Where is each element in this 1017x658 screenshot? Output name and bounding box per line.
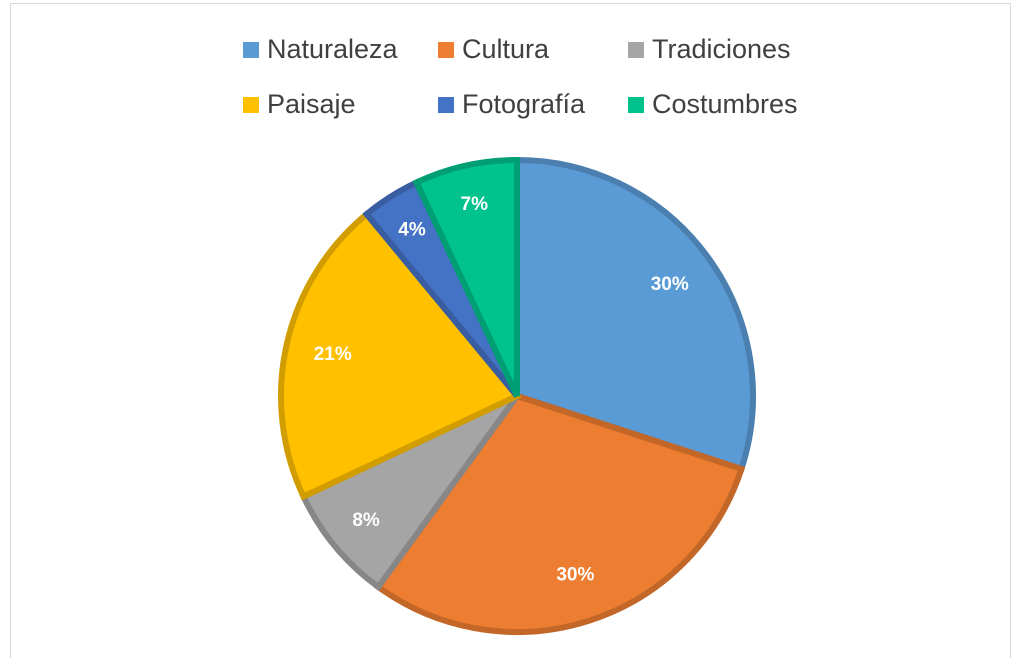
legend-label: Paisaje <box>267 89 356 119</box>
pie-slice <box>278 209 522 501</box>
data-label: 4% <box>398 220 426 241</box>
data-label: 7% <box>461 194 489 215</box>
legend-swatch <box>438 97 454 113</box>
legend-label: Tradiciones <box>652 34 791 64</box>
legend-swatch <box>628 97 644 113</box>
legend-swatch <box>628 42 644 58</box>
legend-label: Cultura <box>462 34 550 64</box>
pie-slice <box>374 392 746 635</box>
pie-slice <box>514 156 756 473</box>
legend-swatch <box>243 42 259 58</box>
pie-slice <box>412 156 520 398</box>
legend-label: Costumbres <box>652 89 798 119</box>
legend-label: Naturaleza <box>267 34 399 64</box>
data-label: 21% <box>314 344 352 365</box>
pie-slice <box>299 393 520 592</box>
legend-label: Fotografía <box>462 89 586 119</box>
data-label: 30% <box>556 565 594 586</box>
legend-swatch <box>243 97 259 113</box>
data-label: 30% <box>651 274 689 295</box>
legend-swatch <box>438 42 454 58</box>
data-label: 8% <box>352 510 380 531</box>
